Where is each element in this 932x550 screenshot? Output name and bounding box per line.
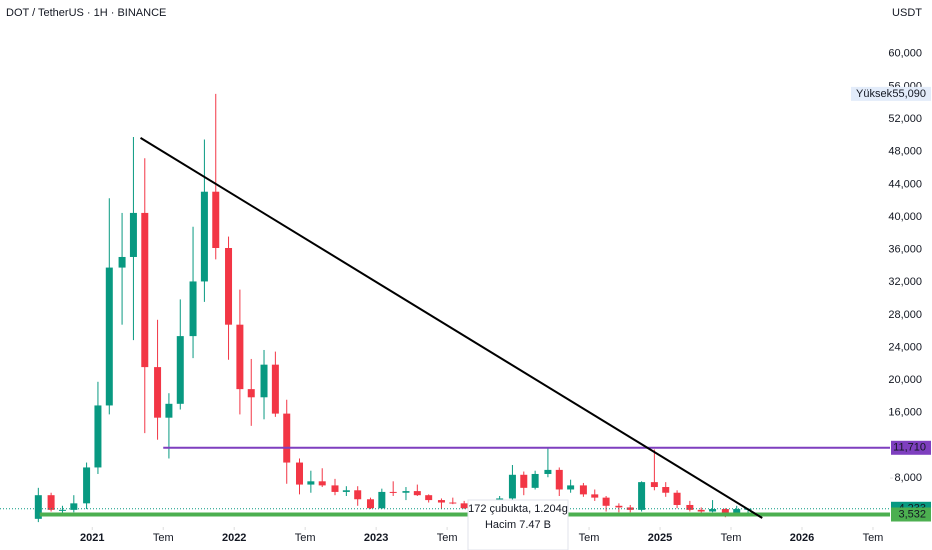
- candle-body: [555, 469, 563, 490]
- candle-body: [366, 499, 374, 509]
- candle-body: [544, 469, 552, 474]
- candle-body: [508, 474, 516, 499]
- x-tick-label: Tem: [579, 532, 600, 544]
- candle-body: [579, 485, 587, 495]
- trend-line: [140, 137, 763, 519]
- candle-body: [378, 491, 386, 509]
- candle-body: [673, 492, 681, 505]
- price-label-name: Yüksek: [856, 88, 893, 100]
- candle-body: [425, 495, 433, 501]
- candle-body: [118, 256, 126, 268]
- candle-body: [342, 490, 350, 492]
- x-tick-label: Tem: [295, 532, 316, 544]
- y-tick-label: 24,000: [888, 341, 922, 353]
- candle-body: [283, 413, 291, 463]
- candle-body: [721, 509, 729, 516]
- y-tick-label: 8,000: [894, 472, 922, 484]
- x-tick-label: 2026: [790, 532, 814, 544]
- candle-body: [271, 364, 279, 414]
- price-label-box: [851, 86, 931, 101]
- y-tick-label: 20,000: [888, 374, 922, 386]
- x-tick-label: Tem: [153, 532, 174, 544]
- candle-body: [189, 281, 197, 337]
- x-tick-label: Tem: [437, 532, 458, 544]
- tooltip-text: Hacim 7.47 B: [485, 519, 551, 531]
- chart-title: DOT / TetherUS · 1H · BINANCE: [6, 7, 166, 19]
- candle-body: [307, 481, 315, 485]
- candle-body: [531, 473, 539, 488]
- candle-body: [83, 467, 91, 504]
- x-tick-label: Tem: [863, 532, 884, 544]
- price-label-box: [891, 440, 931, 455]
- candle-body: [129, 212, 137, 257]
- candle-body: [176, 336, 184, 404]
- candle-body: [260, 364, 268, 398]
- price-label: 55,090: [892, 88, 926, 100]
- candle-body: [686, 504, 694, 510]
- candle-body: [402, 491, 410, 493]
- candle-body: [638, 482, 646, 510]
- x-tick-label: 2025: [648, 532, 672, 544]
- candle-body: [520, 474, 528, 488]
- candle-body: [460, 503, 468, 509]
- x-tick-label: 2021: [80, 532, 104, 544]
- candle-body: [591, 494, 599, 498]
- candle-body: [247, 389, 255, 398]
- candle-body: [141, 212, 149, 368]
- price-label-box: [891, 507, 931, 522]
- candle-body: [449, 502, 457, 504]
- price-label: 3,532: [898, 508, 926, 520]
- y-tick-label: 48,000: [888, 146, 922, 158]
- y-tick-label: 32,000: [888, 276, 922, 288]
- tooltip-text: 172 çubukta, 1.204g: [468, 503, 568, 515]
- y-tick-label: 44,000: [888, 178, 922, 190]
- candle-body: [602, 497, 610, 506]
- y-tick-label: 16,000: [888, 407, 922, 419]
- candle-body: [34, 495, 42, 519]
- candle-body: [733, 509, 741, 516]
- candle-body: [662, 487, 670, 493]
- candle-body: [154, 367, 162, 418]
- price-label: 11,710: [893, 442, 926, 454]
- candle-body: [318, 481, 326, 486]
- candle-body: [354, 490, 362, 500]
- y-tick-label: 52,000: [888, 113, 922, 125]
- candle-body: [165, 403, 173, 418]
- y-tick-label: 28,000: [888, 309, 922, 321]
- candle-body: [331, 485, 339, 492]
- candle-body: [437, 500, 445, 503]
- candle-body: [697, 509, 705, 512]
- candle-body: [650, 482, 658, 488]
- candle-body: [200, 191, 208, 282]
- candle-body: [615, 505, 623, 508]
- y-tick-label: 40,000: [888, 211, 922, 223]
- candle-body: [225, 248, 233, 325]
- candle-body: [413, 491, 421, 496]
- candle-body: [709, 509, 717, 512]
- candle-body: [58, 509, 66, 511]
- candle-body: [567, 485, 575, 490]
- measure-tooltip: 172 çubukta, 1.204g Hacim 7.47 B: [467, 499, 569, 550]
- candle-body: [212, 191, 220, 248]
- y-tick-label: 36,000: [888, 244, 922, 256]
- candle-body: [236, 324, 244, 390]
- x-tick-label: 2023: [364, 532, 388, 544]
- candle-body: [105, 267, 113, 406]
- y-tick-label: 60,000: [888, 48, 922, 60]
- candle-body: [70, 503, 78, 510]
- candle-body: [389, 491, 397, 493]
- candle-body: [94, 405, 102, 468]
- candle-body: [47, 495, 55, 510]
- x-tick-label: Tem: [721, 532, 742, 544]
- x-tick-label: 2022: [222, 532, 246, 544]
- axis-unit: USDT: [892, 7, 922, 19]
- tooltip-box: [467, 499, 569, 550]
- candle-body: [296, 462, 304, 485]
